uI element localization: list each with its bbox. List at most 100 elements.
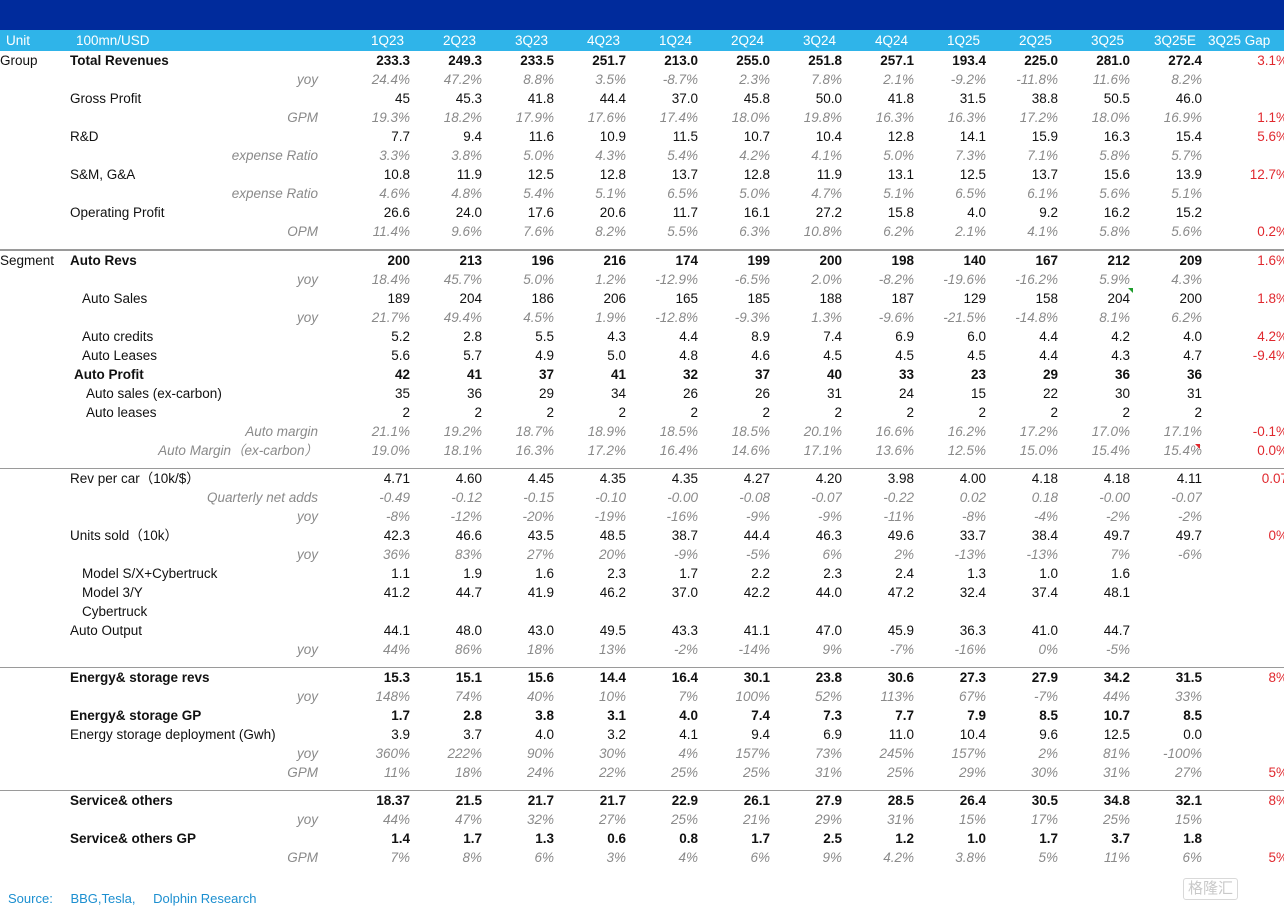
row-label: yoy (296, 811, 318, 827)
value-cell: 27.2 (815, 204, 842, 220)
value-cell: 4.8% (451, 185, 482, 201)
table-row: yoy 36% 83% 27% 20% -9% -5% 6% 2% -13% -13% 7% -6% (0, 545, 1284, 564)
value-cell: 204 (459, 290, 482, 306)
value-cell: 8.8% (523, 71, 554, 87)
table-row: Cybertruck (0, 602, 1284, 621)
top-banner (0, 0, 1284, 30)
value-cell: 4.18 (986, 468, 1058, 488)
period-header: 3Q23 (514, 33, 548, 48)
value-cell: 18.2% (443, 109, 482, 125)
group-cell (0, 583, 70, 602)
value-cell: 5.0% (739, 185, 770, 201)
value-cell: 2 (834, 404, 842, 420)
value-cell: 4.45 (482, 468, 554, 488)
value-cell: 52% (814, 688, 842, 704)
value-cell: 2.3 (823, 565, 842, 581)
value-cell: 86% (454, 641, 482, 657)
value-cell: 26 (682, 385, 698, 401)
value-cell: 2.3% (739, 71, 770, 87)
gap-cell (1202, 640, 1284, 659)
value-cell: 15.0% (1019, 442, 1058, 458)
value-cell: -9.3% (734, 309, 770, 325)
group-cell (0, 346, 70, 365)
value-cell: -0.49 (379, 489, 410, 505)
value-cell: 1.3 (967, 565, 986, 581)
value-cell: 30 (1114, 385, 1130, 401)
row-label: yoy (296, 641, 318, 657)
group-cell (0, 89, 70, 108)
value-cell: 7.4 (751, 707, 770, 723)
value-cell: 5.0 (607, 347, 626, 363)
table-row: Model S/X+Cybertruck 1.1 1.9 1.6 2.3 1.7 2.2 2.… (0, 564, 1284, 583)
value-cell: 4.3 (607, 328, 626, 344)
group-cell (0, 127, 70, 146)
value-cell: 42.2 (743, 584, 770, 600)
value-cell: 4.1% (811, 147, 842, 163)
value-cell: 41.8 (527, 90, 554, 106)
table-row: GPM 19.3% 18.2% 17.9% 17.6% 17.4% 18.0% 19.8% 16… (0, 108, 1284, 127)
value-cell: 189 (387, 290, 410, 306)
value-cell: 36% (382, 546, 410, 562)
value-cell (410, 602, 482, 621)
value-cell: 47.2% (443, 71, 482, 87)
value-cell: 2.8 (463, 328, 482, 344)
value-cell: -0.07 (811, 489, 842, 505)
value-cell: 225.0 (1024, 52, 1058, 68)
value-cell: 15.1 (410, 667, 482, 687)
group-cell (0, 384, 70, 403)
value-cell: 4.6% (379, 185, 410, 201)
value-cell: 15.2 (1175, 204, 1202, 220)
value-cell: 13.9 (1175, 166, 1202, 182)
value-cell: -0.00 (667, 489, 698, 505)
value-cell: 44.1 (383, 622, 410, 638)
table-row: OPM 11.4% 9.6% 7.6% 8.2% 5.5% 6.3% 10.8% 6.2% 2.1… (0, 222, 1284, 241)
value-cell: 17.1% (803, 442, 842, 458)
gap-cell: 0.07 (1202, 468, 1284, 488)
currency-header: 100mn/USD (76, 33, 150, 48)
value-cell: 9% (822, 641, 842, 657)
value-cell: 4.11 (1130, 468, 1202, 488)
value-cell: 3.9 (391, 726, 410, 742)
value-cell: 45.7% (443, 271, 482, 287)
value-cell: 251.7 (592, 52, 626, 68)
value-cell: 30.5 (986, 790, 1058, 810)
value-cell: 32.1 (1130, 790, 1202, 810)
value-cell: 6.9 (823, 726, 842, 742)
value-cell: 10.9 (599, 128, 626, 144)
group-cell (0, 829, 70, 848)
value-cell: 7.9 (967, 707, 986, 723)
gap-cell (1202, 687, 1284, 706)
value-cell: 4.3% (595, 147, 626, 163)
value-cell: 11.6 (528, 128, 554, 144)
source-1: BBG,Tesla, (70, 891, 136, 906)
row-label: Auto leases (86, 404, 157, 420)
group-cell (0, 70, 70, 89)
value-cell: 21% (742, 811, 770, 827)
value-cell: 2 (474, 404, 482, 420)
value-cell: 24.0 (455, 204, 482, 220)
value-cell: 272.4 (1168, 52, 1202, 68)
value-cell: 17.6 (527, 204, 554, 220)
group-cell (0, 507, 70, 526)
value-cell: -0.22 (883, 489, 914, 505)
group-cell (0, 308, 70, 327)
row-label: Auto sales (ex-carbon) (86, 385, 222, 401)
group-cell (0, 706, 70, 725)
value-cell: 2 (978, 404, 986, 420)
value-cell: 4.3% (1171, 271, 1202, 287)
value-cell: 5.0% (883, 147, 914, 163)
value-cell: 16.3 (1103, 128, 1130, 144)
value-cell: 5.1% (1171, 185, 1202, 201)
value-cell: -2% (1177, 508, 1202, 524)
value-cell: 45.8 (743, 90, 770, 106)
group-cell (0, 790, 70, 810)
unit-header: Unit (6, 33, 31, 48)
value-cell: 10.8% (803, 223, 842, 239)
value-cell (770, 602, 842, 621)
value-cell: 4.5 (823, 347, 842, 363)
value-cell: 1.0 (967, 830, 986, 846)
row-label: yoy (296, 546, 318, 562)
table-row: Service& others 18.37 21.5 21.7 21.7 22.9 26.1… (0, 790, 1284, 810)
value-cell: 48.0 (455, 622, 482, 638)
value-cell: 38.7 (671, 527, 698, 543)
